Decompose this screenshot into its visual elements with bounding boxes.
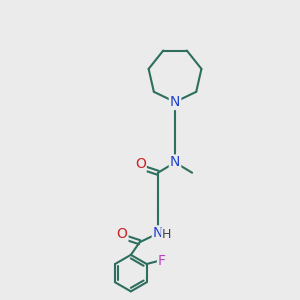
Text: H: H	[162, 228, 172, 242]
Text: N: N	[170, 95, 180, 109]
Text: O: O	[135, 158, 146, 172]
Text: N: N	[170, 155, 180, 170]
Text: O: O	[117, 227, 128, 241]
Text: N: N	[153, 226, 163, 240]
Text: F: F	[158, 254, 166, 268]
